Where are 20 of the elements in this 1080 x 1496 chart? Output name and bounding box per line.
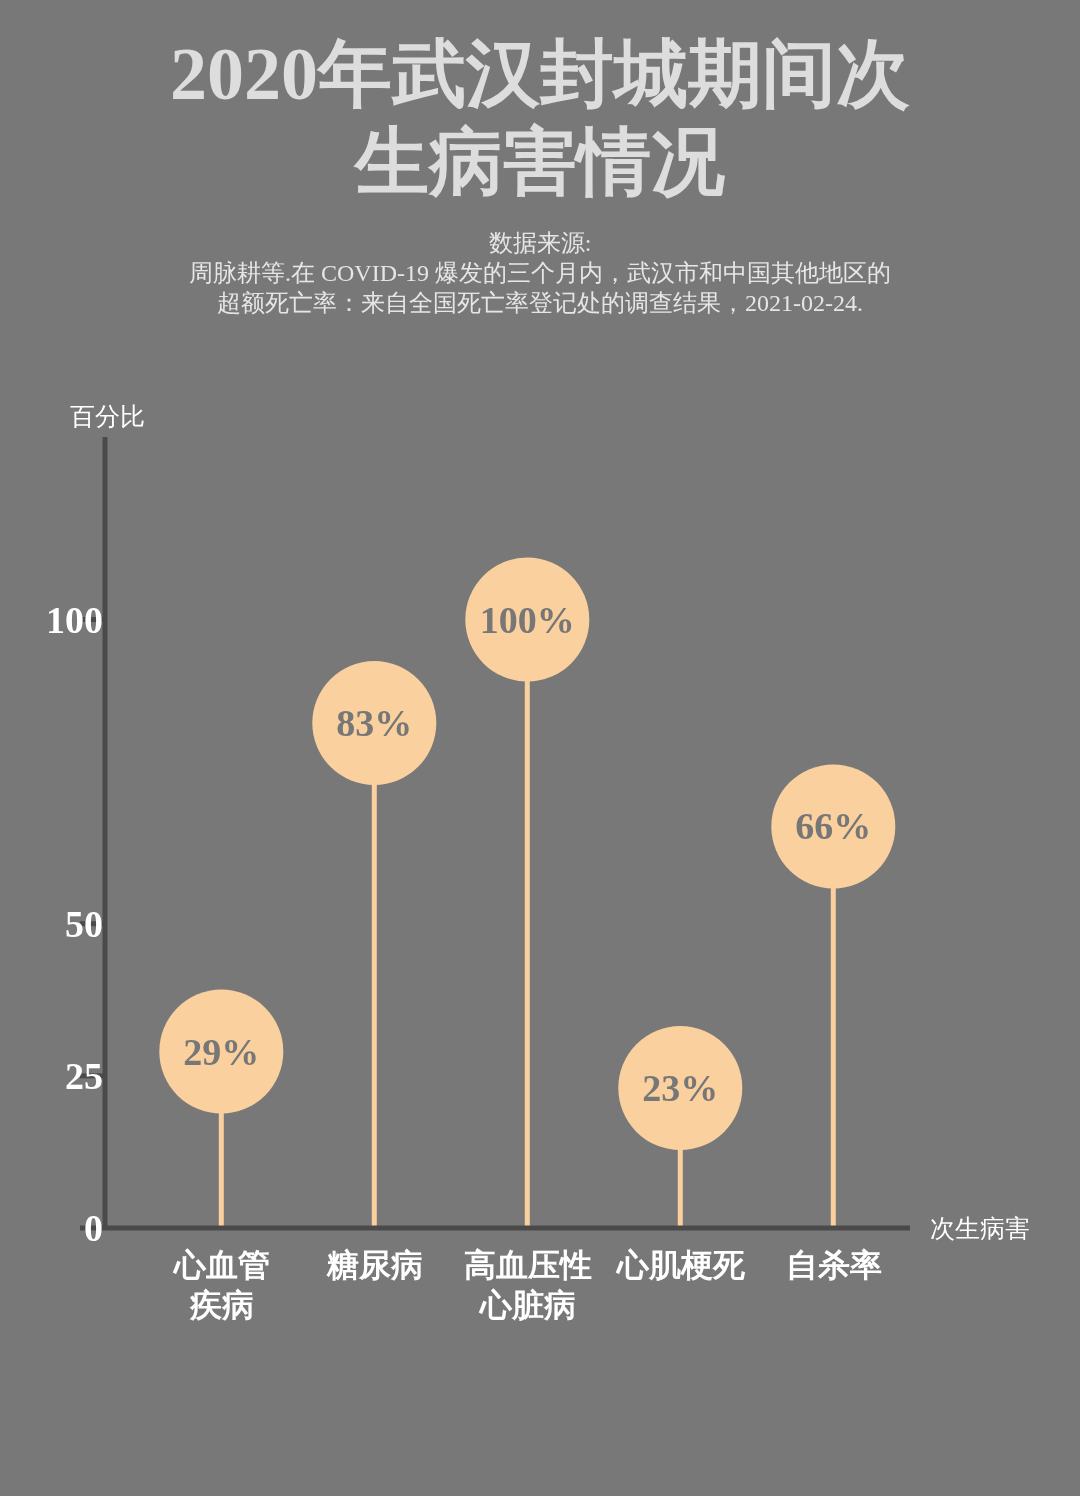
y-tick-label: 0 xyxy=(84,1207,103,1250)
text: 超额死亡率：来自全国死亡率登记处的调查结果，2021-02-24. xyxy=(216,289,864,318)
x-axis-title: 次生病害 xyxy=(930,1214,1030,1244)
text: 周脉耕等.在 COVID-19 爆发的三个月内，武汉市和中国其他地区的 xyxy=(188,259,892,288)
data-label: 100% xyxy=(479,598,575,641)
y-tick-label: 100 xyxy=(46,599,103,642)
y-axis-title: 百分比 xyxy=(70,402,145,432)
x-tick-label: 心血管疾病 xyxy=(171,1247,270,1323)
data-label: 23% xyxy=(642,1067,719,1110)
x-tick-label: 糖尿病 xyxy=(325,1247,423,1283)
data-label: 83% xyxy=(336,701,413,744)
data-label: 29% xyxy=(183,1030,260,1073)
x-tick-label: 高血压性心脏病 xyxy=(463,1247,592,1323)
y-tick-label: 25 xyxy=(65,1055,103,1098)
x-tick-label: 自杀率 xyxy=(785,1247,882,1283)
x-tick-label: 心肌梗死 xyxy=(614,1247,745,1283)
data-label: 66% xyxy=(795,805,872,848)
chart-title: 2020年武汉封城期间次生病害情况 xyxy=(170,32,910,205)
y-tick-label: 50 xyxy=(65,903,103,946)
source-note: 数据来源: xyxy=(487,229,593,258)
